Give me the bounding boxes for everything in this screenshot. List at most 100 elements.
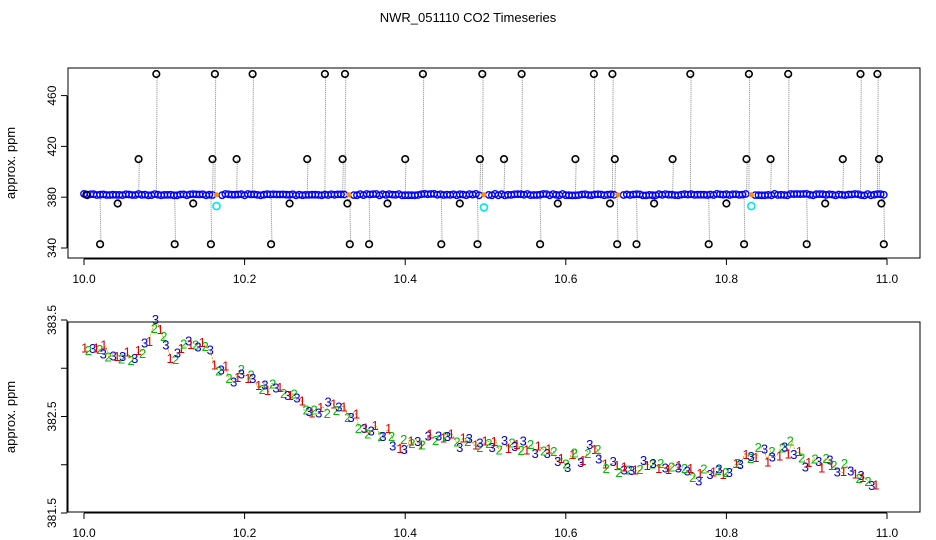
digit-point-series-1: 1: [362, 420, 369, 435]
spike-point: [784, 69, 793, 79]
spike-point: [285, 199, 294, 208]
spike-point: [437, 240, 446, 249]
spike-drop-line: [212, 159, 214, 195]
digit-point-series-2: 2: [689, 470, 696, 485]
digit-point-series-3: 3: [368, 423, 375, 438]
digit-point-series-1: 1: [513, 437, 520, 452]
digit-point-series-1: 1: [81, 340, 88, 355]
spike-drop-line: [806, 194, 808, 245]
top-y-axis: 340 380 420 460: [45, 85, 68, 258]
spike-point: [553, 199, 562, 208]
digit-point-series-1: 1: [742, 447, 749, 462]
spike-point: [856, 69, 865, 79]
digit-point-series-1: 1: [872, 478, 879, 493]
spike-point: [722, 199, 731, 208]
gap-marker: [615, 192, 621, 198]
digit-point-series-2: 2: [247, 367, 254, 382]
digit-point-series-3: 3: [466, 431, 473, 446]
digit-point-series-1: 1: [687, 461, 694, 476]
digit-point-series-1: 1: [613, 458, 620, 473]
spike-point: [517, 69, 526, 79]
digit-point-series-3: 3: [790, 447, 797, 462]
digit-point-series-1: 1: [733, 456, 740, 471]
spike-drop-line: [342, 159, 344, 195]
digit-point-series-3: 3: [628, 463, 635, 478]
spike-drop-line: [236, 159, 238, 195]
digit-point-series-2: 2: [571, 446, 578, 461]
digit-point-series-3: 3: [361, 421, 368, 436]
digit-point-series-3: 3: [194, 340, 201, 355]
spike-drop-line: [636, 194, 638, 245]
spike-drop-line: [616, 194, 619, 245]
digit-point-series-1: 1: [440, 430, 447, 445]
spike-point: [345, 240, 354, 249]
digit-point-series-2: 2: [668, 460, 675, 475]
spike-drop-line: [346, 194, 349, 204]
digit-point-series-1: 1: [852, 466, 859, 481]
top-spike-lines: [86, 73, 886, 245]
digit-point-series-3: 3: [207, 343, 214, 358]
bottom-plot-frame: [67, 321, 921, 513]
spike-drop-line: [876, 73, 879, 195]
digit-point-series-2: 2: [303, 403, 310, 418]
bottom-y-tick-label: 382.5: [45, 401, 59, 431]
digit-point-series-3: 3: [501, 433, 508, 448]
baseline-point: [879, 190, 888, 199]
digit-point-series-1: 1: [418, 438, 425, 453]
spike-drop-line: [479, 159, 482, 195]
digit-point-series-1: 1: [579, 453, 586, 468]
digit-point-series-2: 2: [476, 440, 483, 455]
spike-point: [686, 69, 695, 79]
digit-point-series-3: 3: [577, 455, 584, 470]
digit-point-series-1: 1: [353, 407, 360, 422]
spike-drop-line: [614, 159, 617, 195]
digit-point-series-1: 1: [481, 434, 488, 449]
spike-point: [742, 155, 751, 164]
digit-point-series-2: 2: [269, 376, 276, 391]
digit-point-series-2: 2: [96, 342, 103, 357]
digit-point-series-1: 1: [752, 450, 759, 465]
digit-point-series-2: 2: [768, 444, 775, 459]
spike-drop-line: [387, 194, 389, 204]
spike-point: [267, 240, 276, 249]
digit-point-series-3: 3: [119, 349, 126, 364]
bottom-y-tick-label: 381.5: [45, 498, 59, 528]
digit-point-series-2: 2: [540, 444, 547, 459]
bottom-x-axis: 10.0 10.2 10.4 10.6 10.8 11.0: [72, 512, 899, 540]
top-x-tick-label: 10.0: [72, 272, 96, 286]
digit-point-series-2: 2: [649, 457, 656, 472]
gap-marker: [346, 192, 352, 198]
spike-point: [766, 155, 775, 164]
digit-point-series-1: 1: [276, 380, 283, 395]
bottom-panel: 1231231231231231231231231231231231231231…: [3, 305, 921, 540]
digit-point-series-3: 3: [706, 467, 713, 482]
digit-point-series-1: 1: [407, 433, 414, 448]
spike-point: [208, 155, 217, 164]
calibration-point: [746, 201, 756, 211]
bottom-x-tick-label: 10.6: [554, 526, 578, 540]
digit-point-series-1: 1: [317, 400, 324, 415]
spike-drop-line: [725, 194, 728, 204]
digit-point-series-2: 2: [151, 321, 158, 336]
digit-point-series-2: 2: [864, 474, 871, 489]
digit-point-series-1: 1: [460, 431, 467, 446]
bottom-y-axis-label: approx. ppm: [3, 381, 18, 453]
calibration-point: [479, 203, 489, 212]
digit-point-series-2: 2: [442, 429, 449, 444]
spike-drop-line: [593, 73, 596, 195]
spike-drop-line: [192, 194, 195, 204]
digit-point-series-3: 3: [456, 440, 463, 455]
digit-point-series-2: 2: [811, 451, 818, 466]
digit-point-series-2: 2: [388, 429, 395, 444]
spike-drop-line: [459, 194, 462, 204]
digit-point-series-1: 1: [840, 464, 847, 479]
top-panel: 10.0 10.2 10.4 10.6 10.8 11.0 340 380 420 460 ap…: [3, 67, 921, 286]
top-calibration-points: [212, 201, 756, 212]
digit-point-series-1: 1: [644, 458, 651, 473]
spike-drop-line: [557, 194, 560, 204]
digit-point-series-1: 1: [371, 418, 378, 433]
spike-point: [649, 199, 659, 208]
bottom-x-tick-label: 11.0: [876, 526, 899, 540]
spike-drop-line: [155, 73, 158, 195]
